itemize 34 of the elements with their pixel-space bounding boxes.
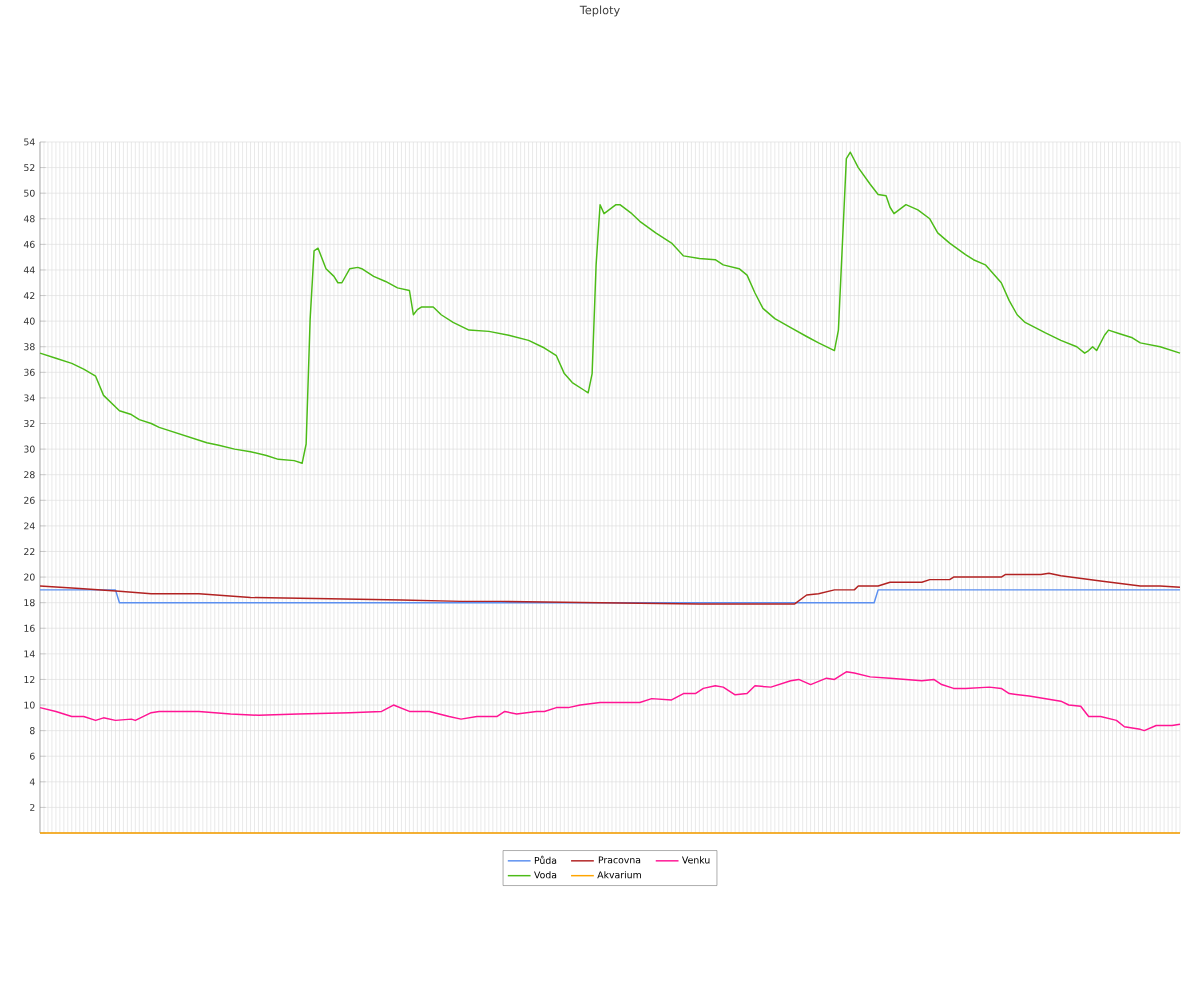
y-tick-label: 32 — [24, 419, 35, 428]
legend-label: Venku — [681, 856, 710, 864]
legend-label: Pracovna — [598, 856, 641, 864]
y-tick-label: 26 — [24, 496, 35, 504]
y-tick-label: 36 — [24, 368, 35, 376]
y-tick-label: 30 — [24, 445, 35, 453]
y-tick-label: 20 — [24, 573, 35, 581]
y-tick-label: 6 — [30, 752, 35, 760]
y-tick-label: 8 — [29, 727, 35, 735]
y-tick-label: 24 — [24, 522, 35, 530]
y-tick-label: 40 — [23, 317, 35, 325]
y-tick-label: 46 — [23, 240, 35, 248]
y-tick-label: 18 — [24, 599, 35, 607]
y-tick-label: 10 — [24, 701, 35, 709]
y-tick-label: 22 — [24, 548, 35, 555]
y-tick-label: 16 — [24, 624, 35, 632]
y-tick-label: 12 — [24, 675, 35, 683]
y-tick-label: 4 — [29, 778, 35, 786]
chart-title: Teploty — [579, 5, 620, 17]
y-tick-label: 50 — [24, 189, 35, 197]
legend-label: Půda — [534, 855, 557, 864]
y-tick-label: 34 — [24, 394, 35, 402]
y-tick-label: 2 — [30, 803, 35, 811]
legend-label: Akvarium — [597, 871, 641, 879]
legend-label: Voda — [534, 871, 557, 879]
y-tick-label: 28 — [24, 471, 35, 479]
y-tick-label: 38 — [24, 343, 35, 351]
y-tick-label: 48 — [23, 215, 35, 223]
y-tick-label: 54 — [24, 138, 35, 146]
y-tick-label: 52 — [24, 164, 35, 172]
y-tick-label: 44 — [23, 266, 35, 274]
y-tick-label: 14 — [24, 650, 35, 658]
line-series — [39, 671, 1181, 732]
y-tick-label: 42 — [23, 292, 35, 300]
